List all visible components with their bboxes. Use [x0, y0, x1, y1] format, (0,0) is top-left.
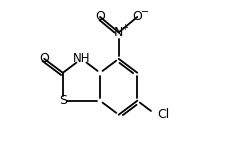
Text: O: O	[95, 10, 105, 23]
Text: +: +	[122, 23, 128, 32]
Text: S: S	[59, 94, 67, 107]
Text: NH: NH	[73, 52, 90, 65]
Text: −: −	[141, 7, 149, 17]
Text: Cl: Cl	[158, 108, 170, 121]
Text: N: N	[114, 26, 123, 39]
Text: O: O	[132, 10, 142, 23]
Text: O: O	[39, 52, 49, 65]
